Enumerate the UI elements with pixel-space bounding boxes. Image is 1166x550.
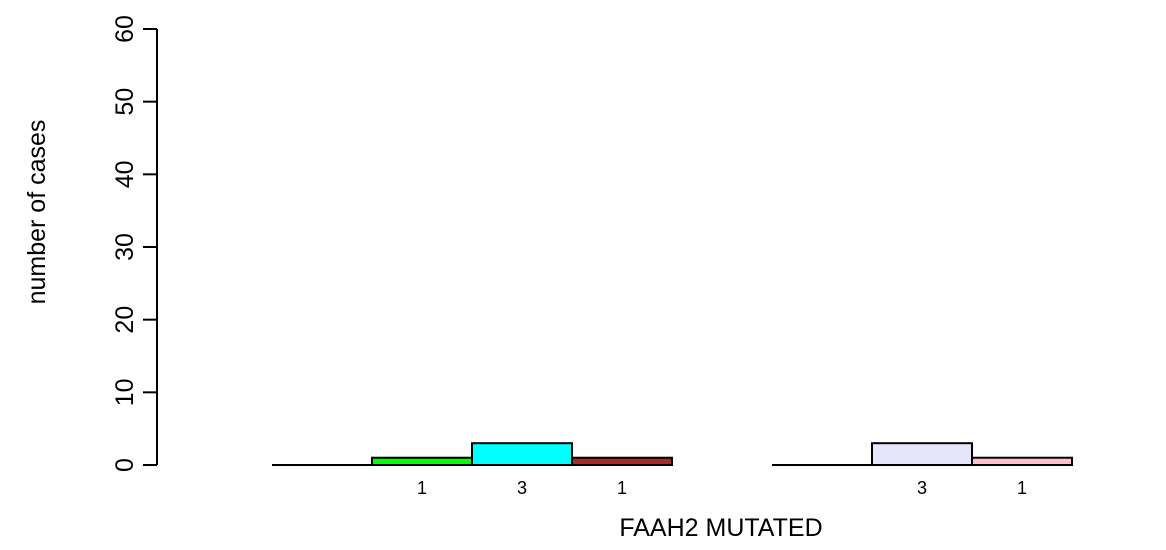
y-tick-label: 30 [111,233,139,261]
y-tick-label: 40 [111,160,139,188]
bar-labels: 1 3 1 3 1 [417,478,1027,498]
bar-value-label: 3 [517,478,527,498]
x-axis-label: FAAH2 MUTATED [619,514,822,542]
y-tick-label: 60 [111,15,139,43]
bar-group1-4 [571,456,673,467]
y-tick-label: 10 [111,378,139,406]
bar-group2-2 [871,442,973,467]
bar-group1-3 [471,442,573,467]
bar-value-label: 1 [417,478,427,498]
bar-value-label: 1 [1017,478,1027,498]
bar-group1-2 [371,456,473,467]
y-tick-label: 50 [111,88,139,116]
bars [371,442,1073,467]
y-tick-label: 20 [111,306,139,334]
y-axis-label: number of cases [23,120,51,305]
y-axis: 0 10 20 30 40 50 60 [111,15,158,472]
y-tick-label: 0 [111,458,139,472]
bar-group2-3 [971,456,1073,467]
bar-value-label: 1 [617,478,627,498]
bar-value-label: 3 [917,478,927,498]
